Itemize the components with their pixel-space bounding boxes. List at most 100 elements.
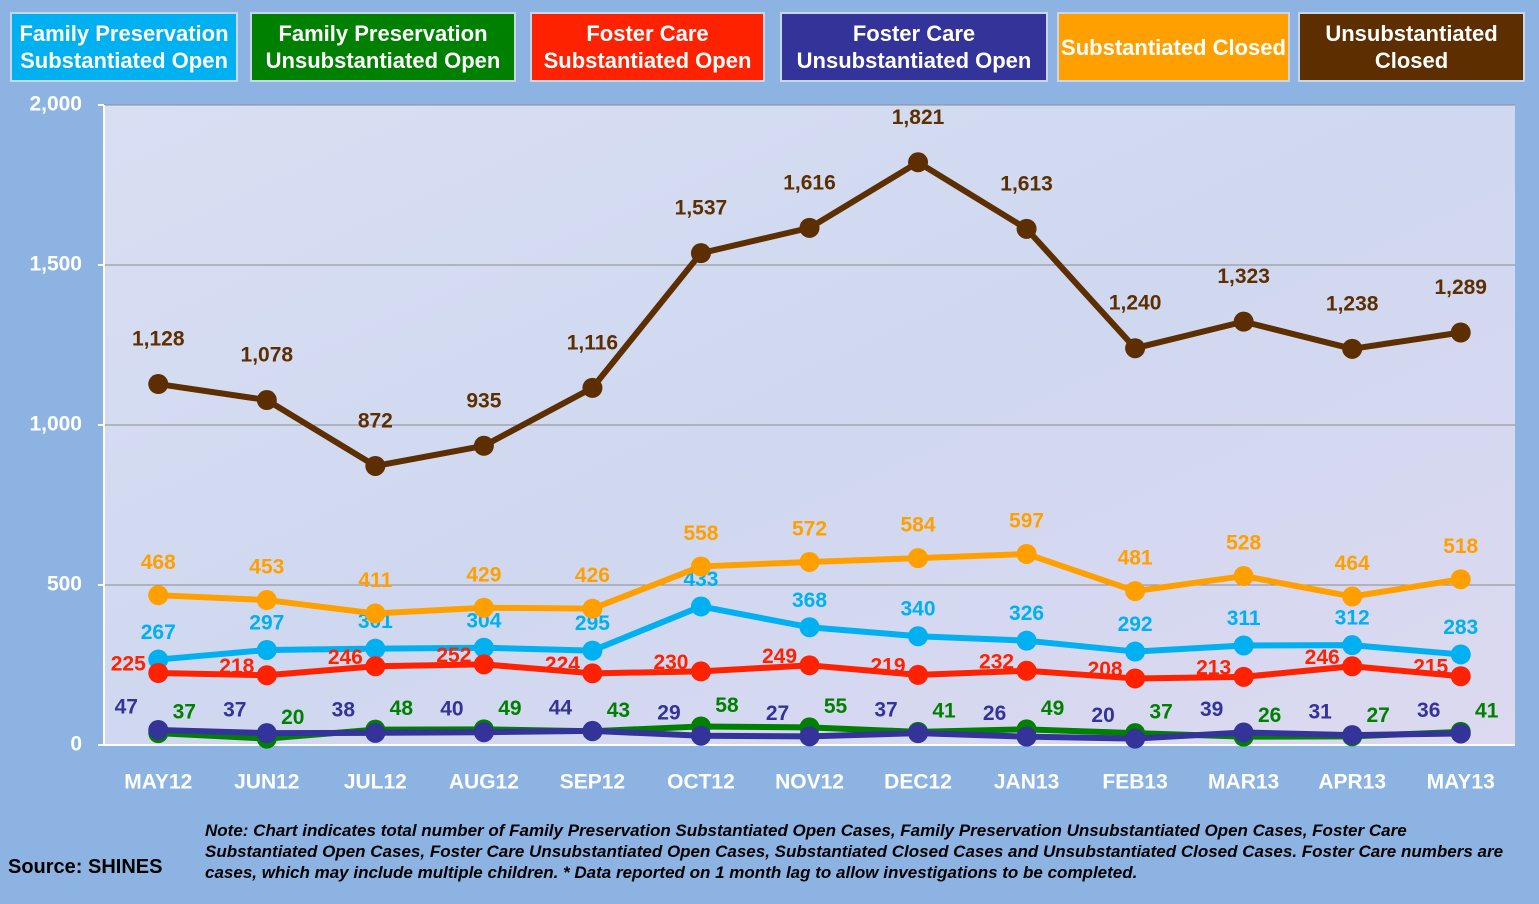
data-label: 37	[223, 699, 246, 722]
data-label: 528	[1226, 532, 1261, 555]
data-label: 41	[1475, 699, 1499, 722]
data-label: 311	[1227, 607, 1261, 630]
data-label: 340	[901, 598, 936, 621]
data-label: 1,613	[1000, 172, 1053, 195]
data-label: 213	[1196, 656, 1231, 679]
data-point	[690, 556, 711, 577]
data-point	[148, 374, 169, 395]
x-tick-label: SEP12	[560, 771, 625, 794]
data-point	[908, 664, 929, 685]
data-point	[365, 603, 386, 624]
data-point	[908, 626, 929, 647]
data-label: 41	[932, 699, 956, 722]
data-point	[1016, 726, 1037, 747]
x-tick-label: JAN13	[994, 771, 1059, 794]
y-tick-label: 1,000	[29, 413, 82, 436]
x-tick-label: AUG12	[449, 771, 519, 794]
x-tick-label: MAY13	[1427, 771, 1495, 794]
data-label: 597	[1009, 510, 1044, 533]
data-label: 1,323	[1217, 265, 1270, 288]
data-point	[1016, 630, 1037, 651]
data-point	[473, 597, 494, 618]
data-point	[473, 435, 494, 456]
data-label: 297	[249, 612, 284, 635]
x-tick-label: OCT12	[667, 771, 735, 794]
data-label: 40	[440, 698, 463, 721]
data-point	[908, 152, 929, 173]
data-point	[1450, 723, 1471, 744]
data-label: 1,116	[567, 331, 618, 354]
y-tick-label: 1,500	[29, 253, 82, 276]
data-point	[799, 617, 820, 638]
data-label: 208	[1088, 658, 1123, 681]
data-point	[1233, 722, 1254, 743]
data-label: 219	[871, 654, 906, 677]
data-label: 225	[111, 653, 146, 676]
data-label: 935	[466, 389, 501, 412]
data-point	[582, 720, 603, 741]
x-tick-label: APR13	[1318, 771, 1386, 794]
data-label: 326	[1009, 602, 1044, 625]
data-label: 39	[1200, 698, 1223, 721]
data-label: 58	[715, 694, 739, 717]
data-label: 27	[1367, 704, 1390, 727]
data-point	[1342, 725, 1363, 746]
data-label: 37	[1149, 701, 1172, 724]
data-label: 224	[545, 653, 580, 676]
data-label: 252	[436, 644, 471, 667]
data-label: 481	[1118, 547, 1153, 570]
data-label: 1,128	[132, 328, 185, 351]
data-label: 31	[1309, 701, 1333, 724]
data-label: 1,616	[783, 171, 836, 194]
x-tick-label: MAR13	[1208, 771, 1279, 794]
data-point	[908, 723, 929, 744]
data-label: 584	[901, 514, 936, 537]
data-label: 26	[983, 702, 1006, 725]
data-point	[690, 661, 711, 682]
data-point	[1233, 311, 1254, 332]
data-label: 232	[979, 650, 1014, 673]
data-point	[1125, 581, 1146, 602]
data-point	[1233, 666, 1254, 687]
data-point	[473, 654, 494, 675]
data-label: 37	[874, 699, 897, 722]
data-point	[690, 596, 711, 617]
data-label: 49	[498, 697, 521, 720]
data-point	[1016, 543, 1037, 564]
data-label: 218	[219, 655, 254, 678]
data-label: 283	[1443, 616, 1478, 639]
data-label: 47	[115, 696, 138, 719]
legend-entry: Family Preservation Substantiated Open	[10, 12, 238, 82]
data-label: 518	[1443, 535, 1478, 558]
data-label: 426	[575, 564, 610, 587]
data-point	[799, 726, 820, 747]
data-point	[1016, 218, 1037, 239]
data-label: 267	[141, 621, 176, 644]
data-label: 249	[762, 645, 797, 668]
y-tick-label: 2,000	[29, 93, 82, 116]
data-point	[365, 722, 386, 743]
data-point	[148, 585, 169, 606]
x-tick-label: MAY12	[124, 771, 192, 794]
data-label: 48	[390, 697, 414, 720]
data-label: 433	[683, 568, 718, 591]
y-tick-label: 0	[70, 733, 82, 756]
data-point	[1125, 641, 1146, 662]
source: Source: SHINES	[8, 856, 163, 878]
data-point	[582, 640, 603, 661]
data-point	[799, 655, 820, 676]
legend-entry: Substantiated Closed	[1057, 12, 1290, 82]
x-tick-label: FEB13	[1102, 771, 1167, 794]
legend-entry: Foster Care Unsubstantiated Open	[780, 12, 1048, 82]
data-point	[256, 723, 277, 744]
data-label: 295	[575, 612, 610, 635]
data-label: 558	[683, 522, 718, 545]
data-point	[256, 665, 277, 686]
data-label: 292	[1118, 613, 1153, 636]
x-tick-label: JUN12	[234, 771, 299, 794]
data-label: 872	[358, 410, 393, 433]
legend-entry: Foster Care Substantiated Open	[530, 12, 765, 82]
data-label: 429	[466, 563, 501, 586]
data-point	[365, 638, 386, 659]
